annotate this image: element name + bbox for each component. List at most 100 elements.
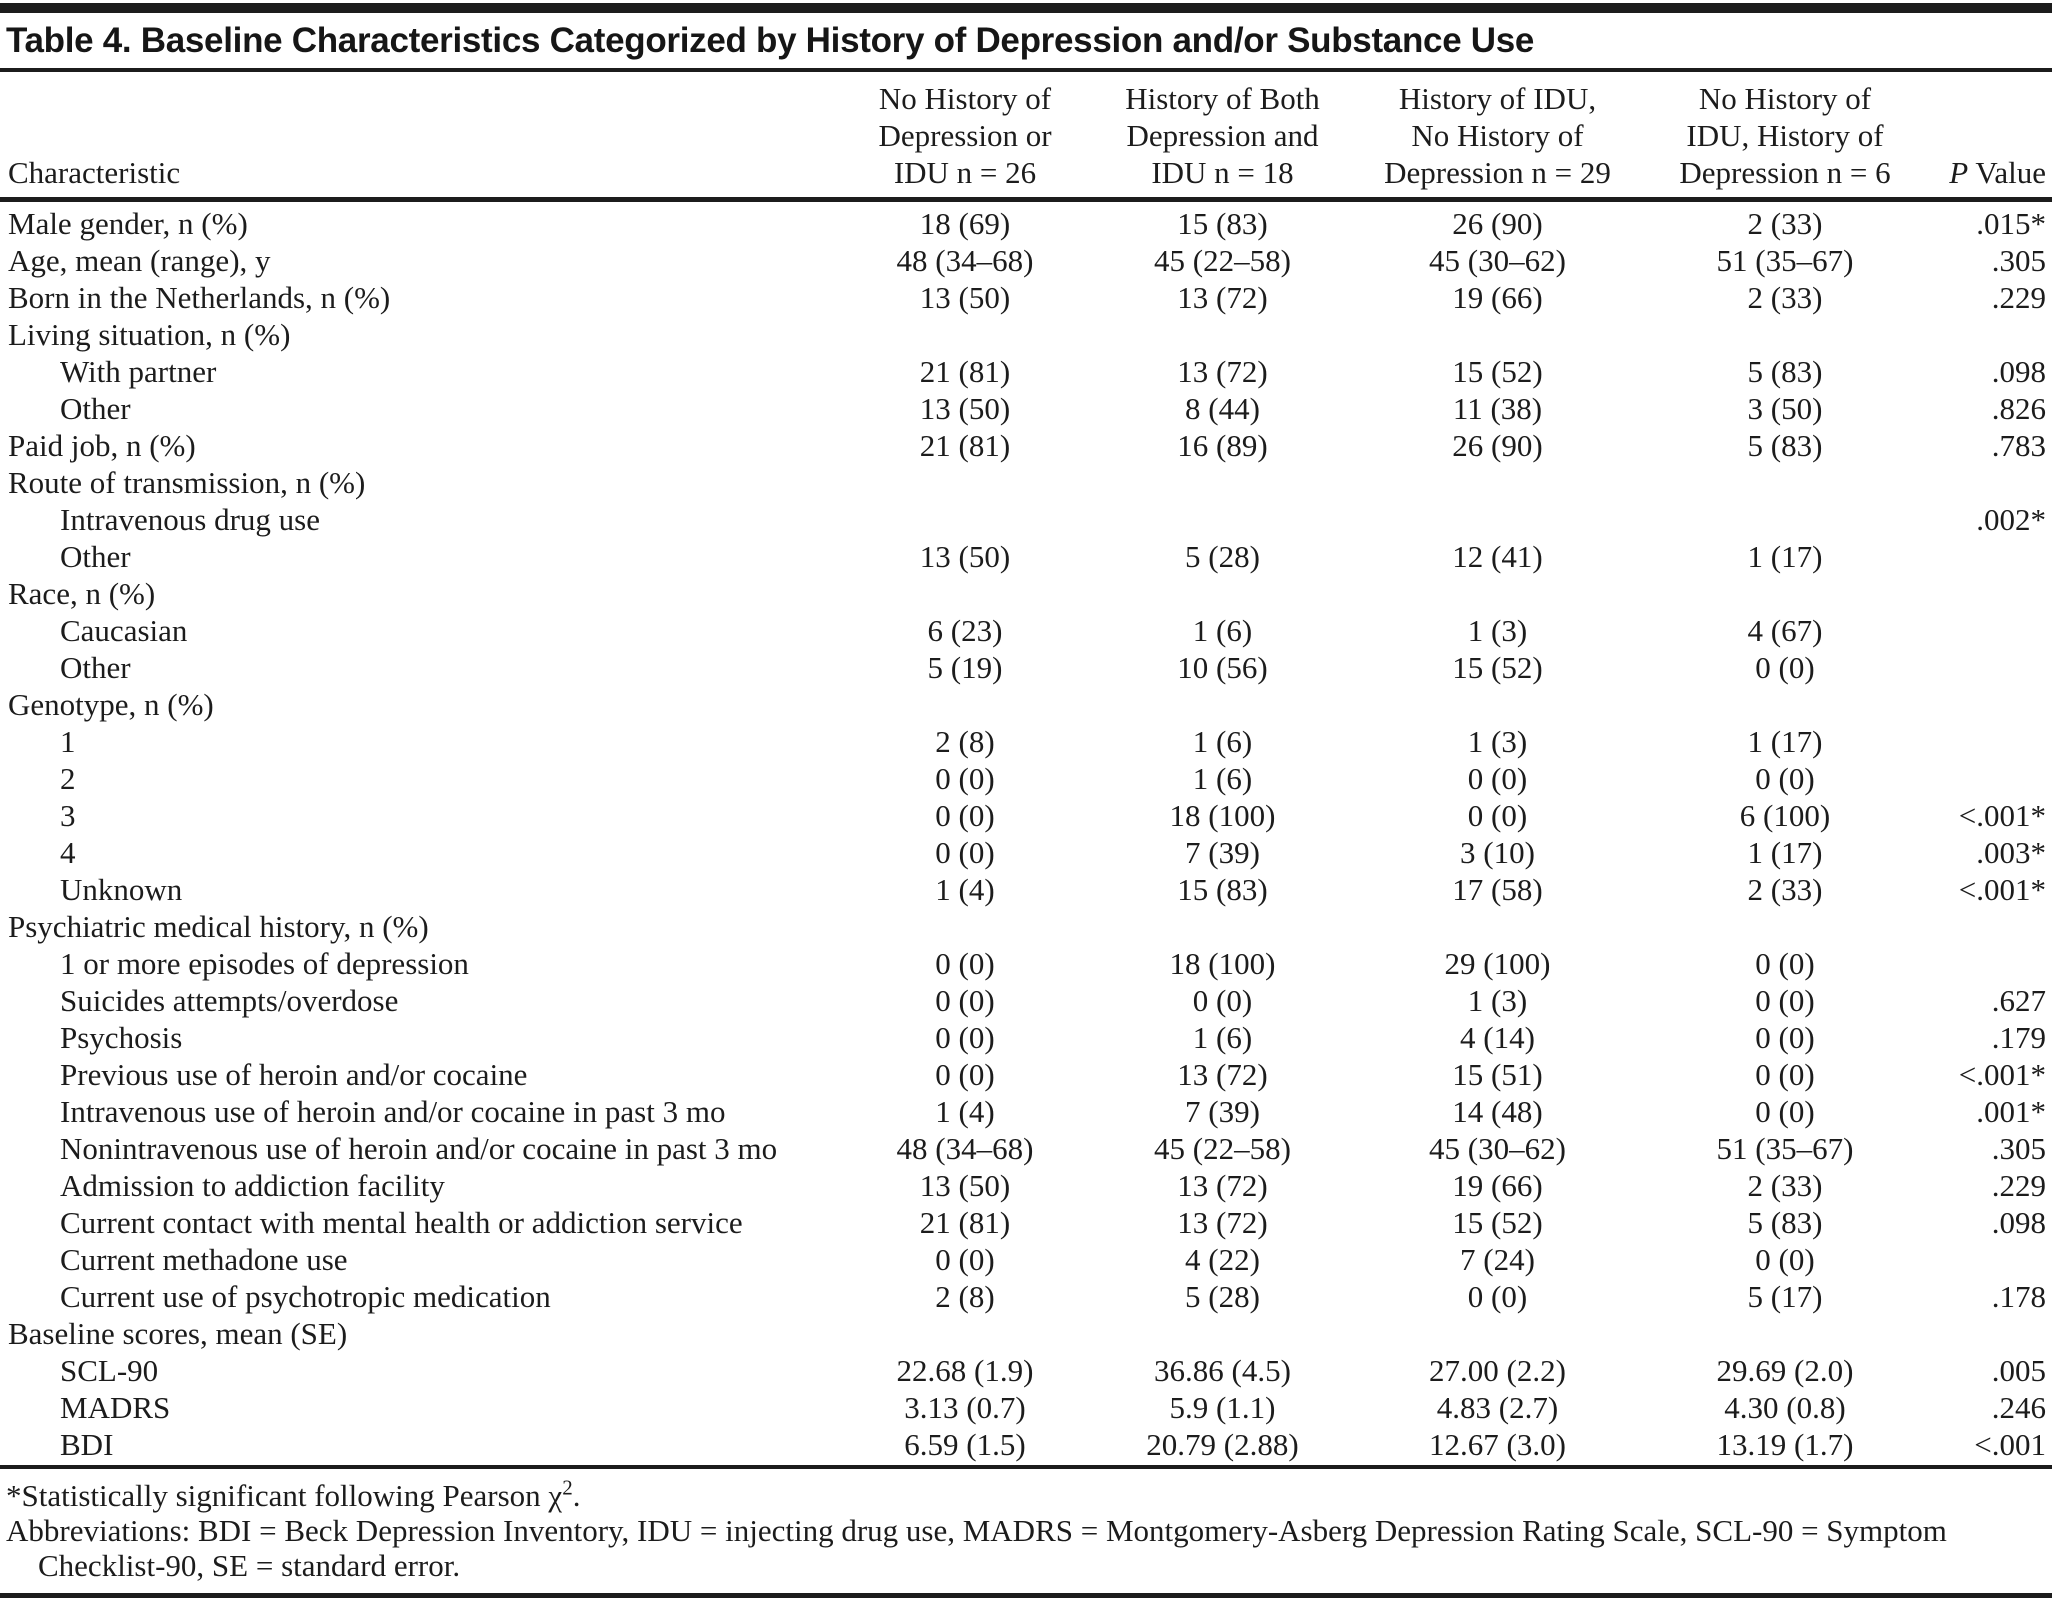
row-label: BDI (60, 1427, 114, 1462)
cell-p-value: .005 (1991, 1353, 2046, 1388)
cell-value: 6.59 (1.5) (904, 1427, 1026, 1462)
row-label: Age, mean (range), y (8, 243, 271, 278)
cell-value: 16 (89) (1177, 428, 1268, 463)
table-row: Baseline scores, mean (SE) (0, 1315, 2052, 1352)
cell-value: 0 (0) (935, 1020, 995, 1055)
table-row: Other 13 (50) 5 (28) 12 (41) 1 (17) (0, 538, 2052, 575)
cell-value: 1 (4) (935, 1094, 995, 1129)
cell-value (1095, 501, 1350, 538)
column-header-no-history-depression-or-idu: No History of Depression or IDU n = 26 (835, 72, 1095, 202)
cell-value: 2 (8) (935, 1279, 995, 1314)
cell-value: 13 (72) (1177, 1168, 1268, 1203)
table-row: Genotype, n (%) (0, 686, 2052, 723)
cell-value: 36.86 (4.5) (1154, 1353, 1291, 1388)
cell-value: 0 (0) (1755, 1057, 1815, 1092)
significance-text: *Statistically significant following Pea… (6, 1478, 563, 1513)
column-header-history-idu-no-depression: History of IDU, No History of Depression n… (1350, 72, 1645, 202)
cell-value: 14 (48) (1452, 1094, 1543, 1129)
cell-value: 48 (34–68) (896, 1131, 1034, 1166)
cell-value (1645, 575, 1925, 612)
cell-value (1645, 908, 1925, 945)
table-row: Age, mean (range), y 48 (34–68) 45 (22–5… (0, 242, 2052, 279)
cell-value (1350, 686, 1645, 723)
row-label: Intravenous drug use (60, 502, 320, 537)
p-value-italic-label: P (1949, 155, 1969, 190)
row-label: Current contact with mental health or ad… (60, 1205, 743, 1240)
cell-p-value (1925, 316, 2052, 353)
cell-value (1645, 1315, 1925, 1352)
row-label: Intravenous use of heroin and/or cocaine… (60, 1094, 726, 1129)
cell-p-value: <.001* (1958, 872, 2046, 907)
cell-p-value (1925, 1315, 2052, 1352)
cell-value: 0 (0) (1467, 798, 1528, 833)
row-label: Unknown (60, 872, 183, 907)
cell-value (1095, 464, 1350, 501)
cell-value: 1 (3) (1467, 983, 1528, 1018)
cell-p-value: .015* (1976, 206, 2046, 241)
cell-p-value (1925, 723, 2052, 760)
table-row: Nonintravenous use of heroin and/or coca… (0, 1130, 2052, 1167)
cell-value: 0 (0) (935, 1242, 995, 1277)
table-row: BDI 6.59 (1.5) 20.79 (2.88) 12.67 (3.0) … (0, 1426, 2052, 1463)
cell-p-value: .002* (1976, 502, 2046, 537)
cell-value (1095, 1315, 1350, 1352)
cell-value: 2 (33) (1747, 1168, 1823, 1203)
significance-period: . (572, 1478, 581, 1513)
cell-value (1095, 686, 1350, 723)
table-row: Admission to addiction facility 13 (50) … (0, 1167, 2052, 1204)
abbreviations-line-2: Checklist-90, SE = standard error. (38, 1548, 461, 1583)
cell-value: 45 (22–58) (1154, 1131, 1291, 1166)
cell-value: 0 (0) (1192, 983, 1253, 1018)
cell-value: 29 (100) (1444, 946, 1551, 981)
table-row: Psychosis 0 (0) 1 (6) 4 (14) 0 (0) .179 (0, 1019, 2052, 1056)
cell-value: 13 (50) (919, 1168, 1011, 1203)
cell-value: 18 (100) (1169, 946, 1276, 981)
cell-value (835, 575, 1095, 612)
cell-value: 0 (0) (1755, 1242, 1815, 1277)
row-label: Genotype, n (%) (8, 687, 214, 722)
cell-value: 1 (3) (1467, 613, 1528, 648)
row-label: 4 (60, 835, 76, 870)
cell-value: 15 (52) (1452, 1205, 1543, 1240)
table-row: Psychiatric medical history, n (%) (0, 908, 2052, 945)
cell-value: 3.13 (0.7) (904, 1390, 1026, 1425)
table-row: Current use of psychotropic medication 2… (0, 1278, 2052, 1315)
cell-value: 45 (30–62) (1429, 1131, 1566, 1166)
cell-value: 0 (0) (935, 798, 995, 833)
table-row: MADRS 3.13 (0.7) 5.9 (1.1) 4.83 (2.7) 4.… (0, 1389, 2052, 1426)
table-title: Table 4. Baseline Characteristics Catego… (6, 21, 1535, 60)
cell-value: 11 (38) (1452, 391, 1543, 426)
row-label: Other (60, 539, 131, 574)
table-row: Other 5 (19) 10 (56) 15 (52) 0 (0) (0, 649, 2052, 686)
cell-p-value: .229 (1991, 280, 2046, 315)
cell-value: 21 (81) (919, 428, 1011, 463)
cell-value: 4.30 (0.8) (1724, 1390, 1846, 1425)
cell-value (1645, 464, 1925, 501)
cell-p-value: .179 (1991, 1020, 2046, 1055)
column-header-characteristic: Characteristic (0, 72, 835, 202)
row-label: Male gender, n (%) (8, 206, 248, 241)
table-row: 4 0 (0) 7 (39) 3 (10) 1 (17) .003* (0, 834, 2052, 871)
cell-p-value: .178 (1991, 1279, 2046, 1314)
cell-value: 15 (51) (1452, 1057, 1543, 1092)
row-label: Caucasian (60, 613, 188, 648)
cell-value: 21 (81) (919, 1205, 1011, 1240)
cell-value (835, 464, 1095, 501)
cell-p-value: .783 (1991, 428, 2046, 463)
cell-value: 1 (6) (1192, 724, 1253, 759)
baseline-characteristics-table: Characteristic No History of Depression o… (0, 72, 2052, 1463)
cell-value (1645, 501, 1925, 538)
cell-value: 15 (52) (1452, 354, 1543, 389)
cell-value: 2 (33) (1747, 206, 1823, 241)
row-label: Living situation, n (%) (8, 317, 291, 352)
table-row: Other 13 (50) 8 (44) 11 (38) 3 (50) .826 (0, 390, 2052, 427)
cell-p-value (1925, 612, 2052, 649)
cell-value: 15 (83) (1177, 872, 1268, 907)
cell-value: 7 (39) (1185, 1094, 1260, 1129)
table-row: Unknown 1 (4) 15 (83) 17 (58) 2 (33) <.0… (0, 871, 2052, 908)
cell-value (1095, 908, 1350, 945)
cell-value: 20.79 (2.88) (1146, 1427, 1299, 1462)
cell-value: 18 (100) (1169, 798, 1276, 833)
cell-value: 4 (67) (1747, 613, 1823, 648)
